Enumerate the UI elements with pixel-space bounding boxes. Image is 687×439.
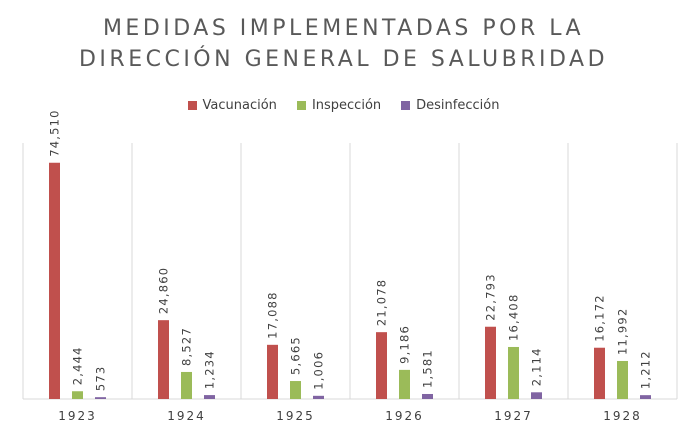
x-tick-label: 1924 [167,409,206,423]
x-tick-label: 1925 [276,409,315,423]
legend-label-desinfeccion: Desinfección [416,98,500,113]
bar-inspeccion-1924 [181,371,192,399]
bar-inspeccion-1927 [508,346,519,399]
data-label: 5,665 [289,336,303,375]
legend-item-desinfeccion: Desinfección [401,98,499,113]
data-label: 74,510 [48,109,62,156]
chart-title-line-1: MEDIDAS IMPLEMENTADAS POR LA [102,16,585,41]
legend-item-inspeccion: Inspección [296,98,382,113]
bar-inspeccion-1926 [399,369,410,399]
legend: Vacunación Inspección Desinfección [0,98,687,113]
bar-desinfeccion-1925 [313,395,324,399]
legend-label-inspeccion: Inspección [311,98,382,113]
data-label: 1,212 [639,350,653,389]
bar-vacunacion-1926 [376,332,387,399]
bar-vacunacion-1924 [158,320,169,399]
bar-inspeccion-1928 [617,360,628,399]
data-label: 2,444 [71,346,85,385]
bar-vacunacion-1923 [49,162,60,399]
bar-vacunacion-1928 [594,347,605,399]
bar-vacunacion-1927 [485,326,496,399]
data-label: 573 [94,366,108,392]
bar-inspeccion-1925 [290,381,301,399]
x-tick-label: 1928 [603,409,642,423]
data-label: 1,006 [312,351,326,390]
bar-desinfeccion-1924 [204,395,215,399]
data-label: 17,088 [266,291,280,338]
data-label: 9,186 [398,325,412,364]
x-tick-label: 1926 [385,409,424,423]
data-label: 21,078 [375,279,389,326]
bar-desinfeccion-1927 [531,392,542,399]
bar-desinfeccion-1928 [640,395,651,399]
legend-swatch-inspeccion [296,101,306,110]
data-label: 16,172 [593,294,607,341]
data-label: 16,408 [507,294,521,341]
legend-swatch-vacunacion [187,101,197,110]
bar-desinfeccion-1926 [422,393,433,399]
data-label: 1,581 [421,349,435,388]
data-label: 8,527 [180,327,194,366]
bar-inspeccion-1923 [72,391,83,399]
data-label: 1,234 [203,350,217,389]
data-label: 24,860 [157,267,171,314]
data-label: 22,793 [484,273,498,320]
x-tick-label: 1927 [494,409,533,423]
bar-desinfeccion-1923 [95,397,106,399]
legend-label-vacunacion: Vacunación [202,98,277,113]
data-label: 2,114 [530,347,544,386]
data-label: 11,992 [616,308,630,355]
x-tick-label: 1923 [58,409,97,423]
chart-title-line-2: DIRECCIÓN GENERAL DE SALUBRIDAD [78,47,609,72]
bar-vacunacion-1925 [267,344,278,399]
legend-swatch-desinfeccion [401,101,411,110]
legend-item-vacunacion: Vacunación [187,98,277,113]
